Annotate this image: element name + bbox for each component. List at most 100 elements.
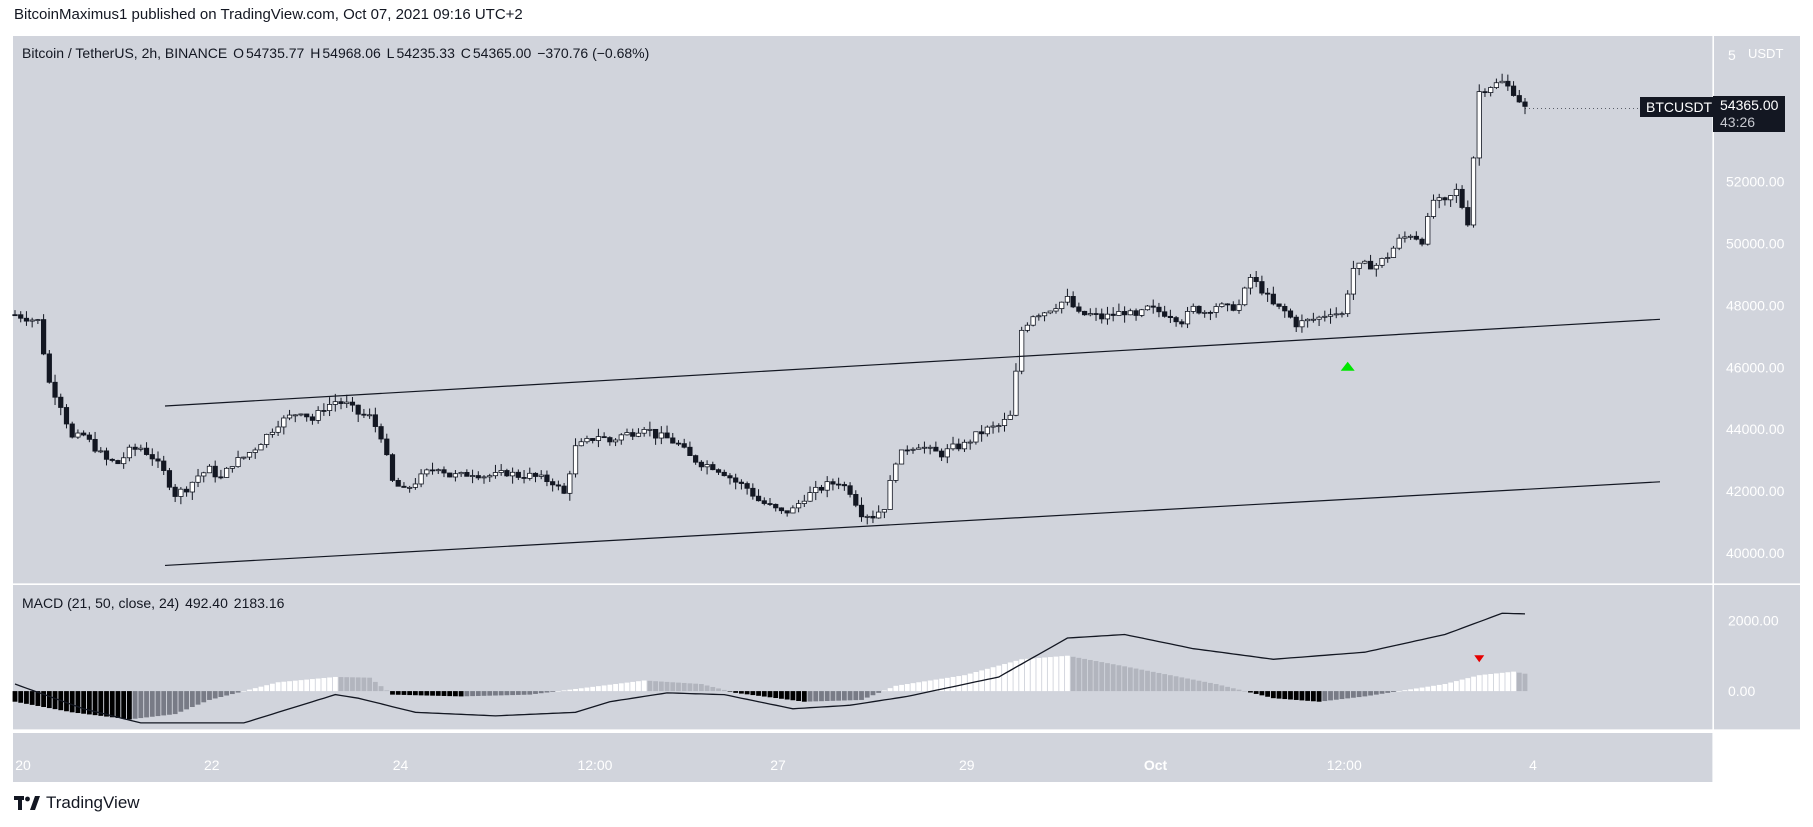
macd-hist-bar [201,691,207,703]
candle-up [1356,262,1362,269]
candle-down [836,483,842,486]
candle-down [1093,313,1099,315]
macd-hist-bar [533,691,538,694]
candle-down [830,481,836,485]
candle-up [1064,296,1071,303]
candle-down [40,319,47,355]
macd-hist-bar [235,691,241,693]
macd-hist-bar [207,691,212,700]
candle-down [321,410,327,412]
macd-hist-bar [744,691,750,695]
candle-down [693,455,699,463]
macd-hist-bar [1185,678,1190,692]
candle-up [824,481,830,491]
macd-hist-bar [1368,691,1373,696]
macd-hist-bar [790,691,796,701]
macd-hist-bar [801,691,807,702]
candle-up [407,486,413,489]
macd-hist-bar [493,691,498,696]
macd-hist-bar [464,691,470,697]
macd-hist-bar [430,691,435,696]
macd-hist-bar [155,691,161,717]
candle-down [687,446,693,457]
candle-down [115,460,121,465]
candle-down [761,500,767,504]
macd-hist-bar [939,678,944,692]
macd-hist-bar [653,681,659,692]
macd-hist-bar [1253,691,1259,694]
candle-up [1453,188,1459,196]
candle-down [1276,303,1282,307]
macd-hist-bar [613,684,618,692]
macd-hist-bar [870,691,876,696]
macd-hist-bar [796,691,801,701]
macd-hist-bar [767,691,773,698]
candle-down [721,471,727,477]
tradingview-brand[interactable]: TradingView [14,793,140,813]
candle-up [1139,309,1145,316]
candle-up [624,432,630,436]
legend-high-label: H [310,45,321,61]
candle-up [538,474,544,477]
macd-hist-bar [893,685,899,692]
time-axis-tick: 6 [1718,757,1726,773]
macd-hist-bar [1276,691,1282,699]
time-axis-tick: 24 [393,757,409,773]
macd-axis-tick: 2000.00 [1728,612,1779,628]
candle-up [584,438,590,443]
candle-up [1116,311,1122,316]
price-axis-tick: 40000.00 [1726,545,1785,561]
candle-up [1327,314,1334,317]
candle-down [81,432,87,436]
candle-up [813,486,819,493]
candle-down [1293,316,1299,328]
macd-hist-bar [247,689,252,692]
candle-down [841,484,847,487]
candle-down [441,469,447,474]
macd-hist-bar [761,691,767,697]
macd-hist-bar [756,691,761,696]
macd-hist-bar [372,681,378,692]
candle-up [1041,312,1048,317]
time-axis-tick: Oct [1144,757,1168,773]
macd-hist-bar [81,691,87,714]
candle-up [1385,257,1391,259]
candle-up [990,425,996,428]
macd-hist-bar [807,691,813,702]
macd-hist-bar [962,675,967,692]
macd-axis-tick: 0.00 [1728,683,1755,699]
macd-hist-bar [1476,675,1482,692]
candle-down [183,488,190,493]
candle-up [487,475,493,478]
candle-down [956,443,962,450]
candle-up [1488,87,1494,93]
macd-hist-bar [281,681,287,692]
candle-down [1081,310,1088,316]
candle-up [275,426,281,433]
candle-up [178,488,184,497]
macd-hist-bar [195,691,201,705]
candle-down [338,401,344,404]
candle-up [1053,308,1059,312]
macd-hist-bar [1345,691,1351,699]
price-ticket: 54365.00 43:26 [1713,96,1786,132]
chart-canvas[interactable]: 40000.0042000.0044000.0046000.0048000.00… [0,0,1813,790]
candle-down [521,477,527,479]
candle-down [550,481,556,486]
macd-hist-bar [1288,691,1293,700]
macd-hist-bar [269,683,275,692]
macd-hist-bar [144,691,149,718]
macd-hist-bar [241,691,247,692]
macd-hist-bar [881,690,887,692]
macd-hist-bar [704,685,710,692]
red-down-marker [1474,655,1485,663]
candle-down [504,470,510,477]
macd-hist-bar [784,691,790,700]
macd-hist-bar [252,688,258,692]
candle-up [206,465,213,474]
candle-up [704,464,710,468]
candle-up [916,447,922,450]
candle-up [1310,318,1316,321]
candle-up [921,446,928,449]
macd-hist-bar [287,681,292,692]
